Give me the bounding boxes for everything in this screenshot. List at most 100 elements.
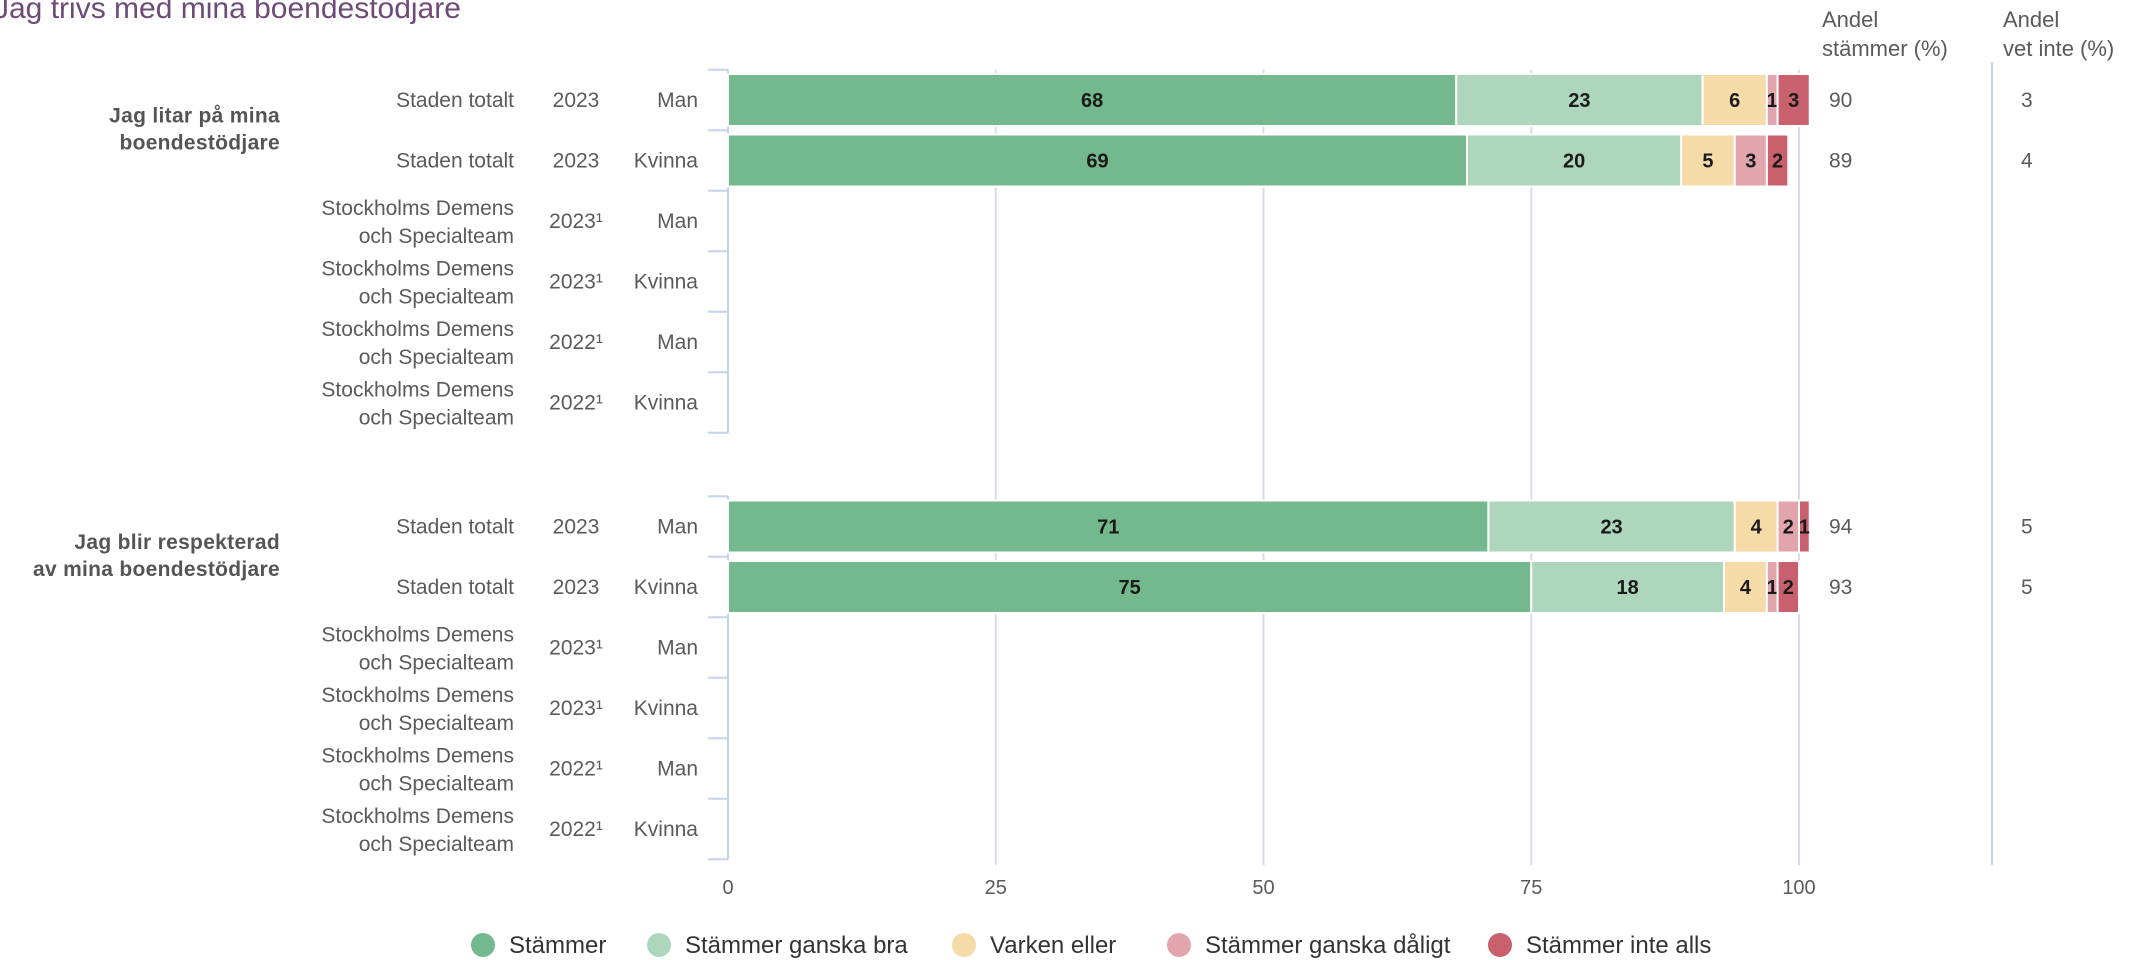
bar-segment-label: 69	[1086, 151, 1108, 173]
column-header-share-dont-know: Andel vet inte (%)	[2003, 7, 2114, 61]
legend-label: Stämmer ganska bra	[685, 932, 908, 959]
group-label: boendestödjare	[119, 131, 280, 154]
row-labels: Jag litar på mina boendestödjare Staden to…	[33, 89, 2033, 856]
row-unit-label: och Specialteam	[359, 407, 514, 430]
column-header-share-agree: Andel stämmer (%)	[1822, 7, 1948, 61]
bar-segment-label: 2	[1783, 517, 1794, 539]
x-tick-label: 75	[1520, 877, 1542, 899]
bar-segment	[1765, 133, 1790, 188]
row-gender-label: Kvinna	[634, 697, 699, 720]
row-year-label: 2023	[553, 89, 600, 112]
group-label: av mina boendestödjare	[33, 558, 280, 581]
legend-item: Stämmer ganska bra	[647, 932, 908, 959]
legend-item: Stämmer	[471, 932, 606, 959]
legend-item: Stämmer ganska dåligt	[1167, 932, 1451, 959]
row-unit-label: Stockholms Demens	[321, 379, 514, 402]
row-unit-label: och Specialteam	[359, 712, 514, 735]
row-unit-label: Staden totalt	[396, 89, 514, 112]
column-header-share-dont-know-line2: vet inte (%)	[2003, 36, 2114, 61]
row-gender-label: Man	[657, 210, 698, 233]
row-gender-label: Kvinna	[634, 150, 699, 173]
row-year-label: 2023¹	[549, 697, 603, 720]
row-year-label: 2023	[553, 150, 600, 173]
bar-segment-label: 3	[1745, 151, 1756, 173]
bar-segment	[1530, 560, 1726, 614]
bar-segment-label: 1	[1799, 517, 1810, 539]
bar-segment	[1465, 133, 1683, 188]
legend: Stämmer Stämmer ganska bra Varken eller Stä…	[471, 932, 1711, 959]
row-unit-label: och Specialteam	[359, 833, 514, 856]
row-gender-label: Man	[657, 89, 698, 112]
x-tick-label: 0	[722, 877, 733, 899]
bar-segment	[1776, 560, 1800, 614]
row-year-label: 2023	[553, 576, 600, 599]
bar-segment-label: 71	[1097, 517, 1119, 539]
row-gender-label: Kvinna	[634, 818, 699, 841]
row-unit-label: Stockholms Demens	[321, 684, 514, 707]
bar-segment-label: 20	[1563, 151, 1585, 173]
x-tick-label: 50	[1252, 877, 1274, 899]
share-agree-value: 90	[1829, 89, 1852, 112]
row-unit-label: och Specialteam	[359, 652, 514, 675]
row-unit-label: Stockholms Demens	[321, 624, 514, 647]
bar-segment-label: 4	[1740, 577, 1752, 599]
legend-label: Stämmer ganska dåligt	[1205, 932, 1451, 959]
group-label: Jag blir respekterad	[74, 531, 280, 554]
bar-segment	[727, 499, 1490, 554]
share-agree-value: 94	[1829, 516, 1853, 539]
bar-segment-label: 3	[1788, 90, 1799, 112]
bar-segment-label: 18	[1617, 577, 1639, 599]
share-dont-know-value: 5	[2021, 516, 2033, 539]
legend-swatch	[471, 933, 495, 957]
bar-segment-label: 6	[1729, 90, 1740, 112]
row-gender-label: Man	[657, 637, 698, 660]
share-dont-know-value: 4	[2021, 150, 2033, 173]
bar-segment-label: 1	[1767, 577, 1778, 599]
gridlines	[994, 62, 1993, 866]
group-label: Jag litar på mina	[109, 104, 280, 127]
row-gender-label: Kvinna	[634, 576, 699, 599]
legend-label: Varken eller	[990, 932, 1116, 959]
legend-swatch	[1488, 933, 1512, 957]
bar-segment-label: 68	[1081, 90, 1103, 112]
bar-segment-label: 2	[1772, 151, 1783, 173]
column-header-share-dont-know-line1: Andel	[2003, 7, 2059, 32]
legend-swatch	[647, 933, 671, 957]
bar-segment	[727, 133, 1468, 188]
bar-segment	[1723, 560, 1768, 614]
bar-segment	[1701, 73, 1768, 127]
row-year-label: 2023¹	[549, 210, 603, 233]
share-dont-know-value: 5	[2021, 576, 2033, 599]
row-year-label: 2023¹	[549, 637, 603, 660]
row-year-label: 2022¹	[549, 818, 603, 841]
share-agree-value: 89	[1829, 150, 1852, 173]
legend-swatch	[952, 933, 976, 957]
row-unit-label: och Specialteam	[359, 225, 514, 248]
legend-label: Stämmer	[509, 932, 606, 959]
row-unit-label: och Specialteam	[359, 773, 514, 796]
row-year-label: 2023¹	[549, 271, 603, 294]
bar-segment	[1776, 73, 1811, 127]
y-axis	[708, 68, 729, 861]
row-unit-label: och Specialteam	[359, 286, 514, 309]
bar-segment-label: 75	[1119, 577, 1141, 599]
row-unit-label: Stockholms Demens	[321, 745, 514, 768]
row-gender-label: Kvinna	[634, 271, 699, 294]
bar-segment-label: 5	[1702, 151, 1713, 173]
bar-segment-label: 1	[1767, 90, 1778, 112]
row-year-label: 2022¹	[549, 758, 603, 781]
chart-title: Jag trivs med mina boendestödjare	[0, 0, 461, 25]
bar-segment	[727, 560, 1533, 614]
x-tick-label: 25	[985, 877, 1007, 899]
legend-item: Varken eller	[952, 932, 1116, 959]
row-unit-label: Stockholms Demens	[321, 805, 514, 828]
bar-segment-label: 23	[1568, 90, 1590, 112]
row-year-label: 2023	[553, 516, 600, 539]
x-axis-ticks: 0 25 50 75 100	[722, 877, 1815, 899]
legend-label: Stämmer inte alls	[1526, 932, 1711, 959]
row-unit-label: Staden totalt	[396, 150, 514, 173]
row-year-label: 2022¹	[549, 331, 603, 354]
legend-swatch	[1167, 933, 1191, 957]
bars: 68 23 6 1 369 20 5 3 271 23 4 2 175 18 4 1 2	[727, 73, 1811, 614]
row-unit-label: Stockholms Demens	[321, 258, 514, 281]
